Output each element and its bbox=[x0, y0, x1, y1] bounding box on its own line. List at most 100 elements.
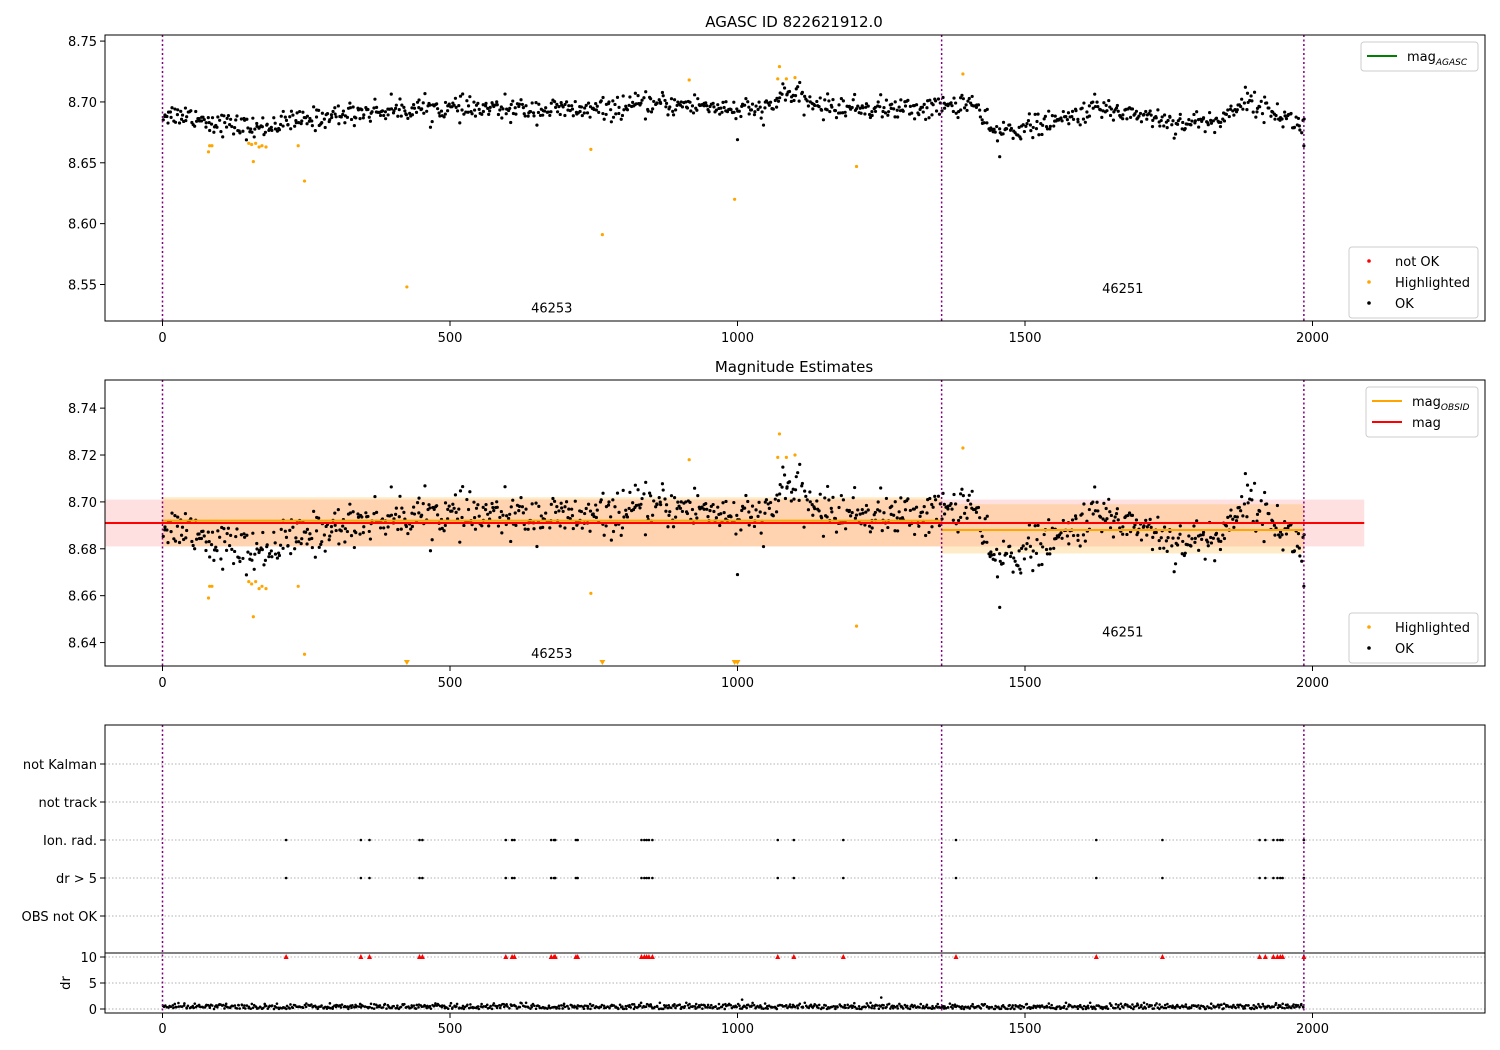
ok-point bbox=[672, 496, 677, 500]
ok-point bbox=[300, 119, 304, 123]
dr-point bbox=[1238, 1003, 1242, 1007]
ok-point bbox=[946, 507, 950, 511]
ok-point bbox=[348, 106, 352, 110]
ok-point bbox=[229, 533, 233, 537]
ok-point bbox=[1144, 518, 1148, 522]
ok-point bbox=[943, 512, 947, 516]
highlighted-point bbox=[784, 77, 788, 81]
ok-point bbox=[1239, 509, 1243, 513]
ok-point bbox=[956, 115, 960, 120]
x-tick-label: 500 bbox=[438, 676, 463, 691]
ok-point bbox=[208, 555, 212, 559]
x-tick-label: 1500 bbox=[1008, 1022, 1041, 1037]
ok-point bbox=[197, 532, 201, 536]
dr-point bbox=[999, 1007, 1003, 1011]
ok-point bbox=[430, 538, 434, 542]
ok-point bbox=[1239, 104, 1243, 109]
dr-point bbox=[1220, 1003, 1223, 1007]
ok-point bbox=[1165, 126, 1169, 130]
dr-point bbox=[809, 1003, 813, 1007]
dr-point bbox=[310, 1003, 313, 1006]
dr-point bbox=[259, 1005, 262, 1009]
ok-point bbox=[1048, 547, 1052, 551]
ok-point bbox=[425, 109, 429, 113]
highlighted-point bbox=[302, 652, 307, 656]
ok-point bbox=[261, 116, 265, 120]
dr-point bbox=[653, 1005, 657, 1009]
dr-point bbox=[1114, 1002, 1118, 1006]
highlighted-point bbox=[961, 72, 965, 76]
ok-point bbox=[1095, 500, 1099, 504]
dr-point bbox=[855, 1007, 859, 1010]
ok-point bbox=[708, 509, 712, 513]
dr-point bbox=[960, 1007, 963, 1010]
dr-point bbox=[870, 1006, 873, 1010]
ok-point bbox=[1061, 518, 1065, 523]
dr-point bbox=[1189, 1006, 1193, 1010]
ok-point bbox=[1040, 562, 1044, 567]
highlighted-point bbox=[776, 77, 780, 81]
ok-point bbox=[1201, 530, 1206, 534]
ok-point bbox=[1005, 127, 1009, 131]
dr-point bbox=[1137, 1006, 1141, 1010]
ok-point bbox=[1294, 115, 1298, 119]
highlighted-point bbox=[776, 455, 780, 459]
ok-point bbox=[1107, 497, 1111, 501]
ok-point bbox=[621, 94, 625, 98]
dr-gt5-flag-point bbox=[1281, 876, 1284, 880]
ok-point bbox=[1033, 524, 1037, 528]
ok-point bbox=[1083, 539, 1087, 543]
ok-point bbox=[631, 508, 636, 512]
ok-point bbox=[893, 529, 897, 533]
ok-point bbox=[1149, 113, 1153, 117]
ok-point bbox=[165, 528, 169, 532]
dr-point bbox=[575, 1007, 579, 1010]
dr-point bbox=[383, 1002, 387, 1006]
ok-point bbox=[265, 122, 269, 126]
ok-point bbox=[1240, 97, 1244, 101]
legend-marker bbox=[1367, 646, 1371, 650]
ok-point bbox=[1262, 120, 1266, 125]
ok-point bbox=[1134, 518, 1139, 522]
dr-point bbox=[721, 1003, 725, 1007]
ok-point bbox=[884, 98, 889, 102]
ok-point bbox=[1280, 117, 1284, 121]
y-tick-label: 8.55 bbox=[68, 278, 97, 293]
ok-point bbox=[564, 100, 569, 104]
ok-point bbox=[1045, 552, 1050, 556]
ok-point bbox=[685, 106, 690, 110]
ok-point bbox=[1104, 103, 1108, 107]
dr-tick-label: 5 bbox=[89, 977, 97, 992]
ok-point bbox=[546, 110, 550, 114]
dr-point bbox=[853, 1005, 857, 1009]
ok-point bbox=[392, 109, 396, 113]
ok-point bbox=[722, 105, 726, 110]
dr-point bbox=[988, 1005, 991, 1009]
ok-point bbox=[899, 496, 903, 500]
ok-point bbox=[230, 547, 234, 551]
ok-point bbox=[446, 109, 450, 113]
ok-point bbox=[1034, 551, 1039, 555]
dr-point bbox=[636, 1005, 640, 1009]
dr-point bbox=[1237, 1005, 1240, 1009]
dr-gt5-flag-point bbox=[504, 876, 508, 880]
ok-point bbox=[704, 502, 708, 506]
ok-point bbox=[1008, 544, 1012, 548]
ok-point bbox=[495, 505, 499, 509]
dr-point bbox=[1038, 1005, 1042, 1009]
ok-point bbox=[1081, 117, 1086, 121]
ok-point bbox=[337, 122, 341, 126]
ok-point bbox=[1035, 119, 1039, 124]
ok-point bbox=[495, 103, 499, 107]
ok-point bbox=[789, 499, 793, 503]
dr-point bbox=[1009, 1007, 1012, 1011]
dr-point bbox=[1217, 1006, 1221, 1009]
dr-point bbox=[1261, 1002, 1265, 1006]
ok-point bbox=[761, 123, 766, 127]
ok-point bbox=[644, 480, 648, 484]
dr-point bbox=[251, 1006, 255, 1010]
ok-point bbox=[294, 540, 298, 544]
ok-point bbox=[223, 120, 227, 125]
dr-point bbox=[185, 1007, 188, 1010]
